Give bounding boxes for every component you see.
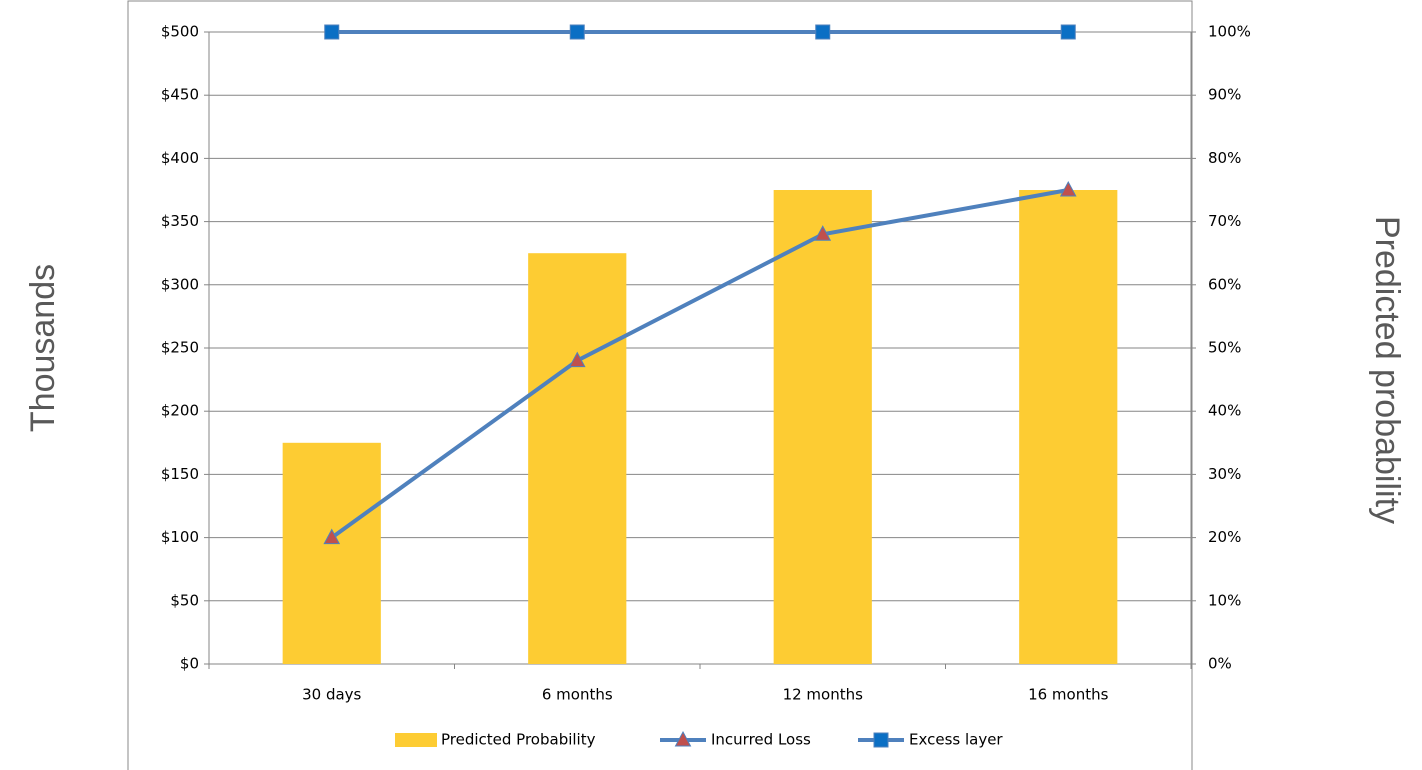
y2-tick-label: 30% (1208, 465, 1241, 483)
x-tick-label: 6 months (542, 686, 613, 704)
y2-tick-label: 80% (1208, 149, 1241, 167)
y2-tick-label: 70% (1208, 212, 1241, 230)
bar (282, 442, 381, 664)
y2-tick-label: 20% (1208, 528, 1241, 546)
point (815, 24, 831, 40)
legend-marker (674, 730, 692, 747)
y2-axis-title: Predicted probability (1368, 216, 1406, 524)
y-tick-label: $100 (161, 528, 199, 546)
bar (1019, 190, 1118, 664)
y-tick-label: $350 (161, 212, 199, 230)
y-tick-label: $150 (161, 465, 199, 483)
y-tick-label: $200 (161, 402, 199, 420)
y-tick-label: $450 (161, 86, 199, 104)
legend-label: Incurred Loss (711, 731, 811, 749)
chart-frame (127, 0, 1193, 770)
y-axis-title: Thousands (24, 264, 62, 432)
x-tick-label: 16 months (1028, 686, 1109, 704)
point (569, 24, 585, 40)
y-tick-label: $0 (180, 655, 199, 673)
point (814, 225, 832, 241)
point (1059, 180, 1077, 197)
y-tick-label: $250 (161, 339, 199, 357)
y-tick-label: $50 (170, 591, 199, 609)
y-tick-label: $400 (161, 149, 199, 167)
y2-tick-label: 60% (1208, 275, 1241, 293)
y-tick-label: $300 (161, 275, 199, 293)
y2-tick-label: 50% (1208, 339, 1241, 357)
y2-tick-label: 0% (1208, 655, 1232, 673)
x-tick-label: 12 months (783, 686, 864, 704)
legend-swatch (395, 733, 437, 747)
legend-marker (873, 732, 889, 748)
bar (528, 253, 627, 664)
line (330, 188, 1069, 540)
x-tick-label: 30 days (302, 686, 361, 704)
point (1060, 24, 1076, 40)
y-tick-label: $500 (161, 23, 199, 41)
y2-tick-label: 10% (1208, 591, 1241, 609)
y2-tick-label: 90% (1208, 86, 1241, 104)
legend-label: Excess layer (909, 731, 1003, 749)
point (568, 351, 586, 368)
point (324, 24, 340, 40)
y2-tick-label: 40% (1208, 402, 1241, 420)
y2-tick-label: 100% (1208, 23, 1251, 41)
point (323, 528, 341, 545)
bar (773, 190, 872, 664)
legend-label: Predicted Probability (441, 731, 596, 749)
